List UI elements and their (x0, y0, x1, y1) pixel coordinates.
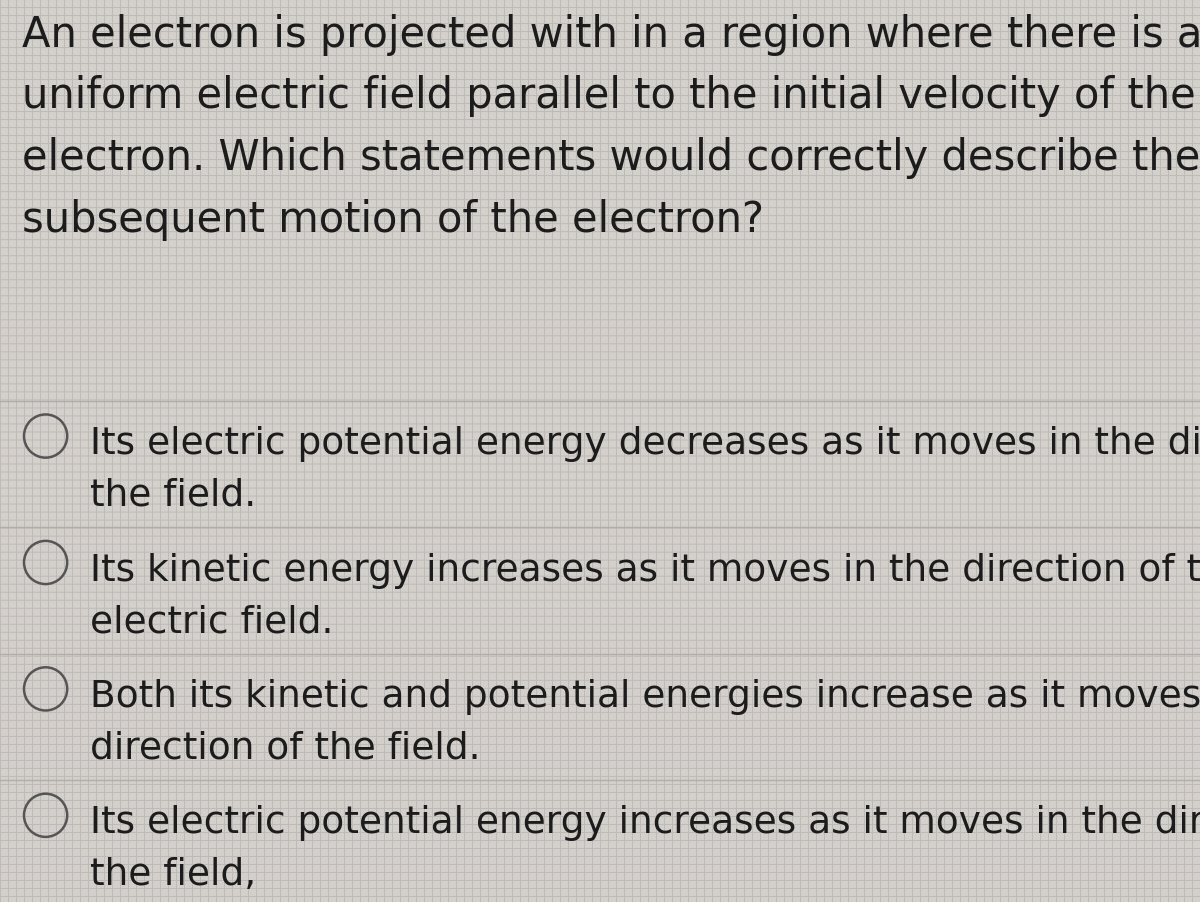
Text: Its kinetic energy increases as it moves in the direction of the
electric field.: Its kinetic energy increases as it moves… (90, 552, 1200, 640)
Text: Its electric potential energy increases as it moves in the direction of
the fiel: Its electric potential energy increases … (90, 805, 1200, 892)
Text: An electron is projected with in a region where there is a
uniform electric fiel: An electron is projected with in a regio… (22, 14, 1200, 241)
Text: Its electric potential energy decreases as it moves in the direction of
the fiel: Its electric potential energy decreases … (90, 426, 1200, 513)
Text: Both its kinetic and potential energies increase as it moves in the
direction of: Both its kinetic and potential energies … (90, 678, 1200, 766)
